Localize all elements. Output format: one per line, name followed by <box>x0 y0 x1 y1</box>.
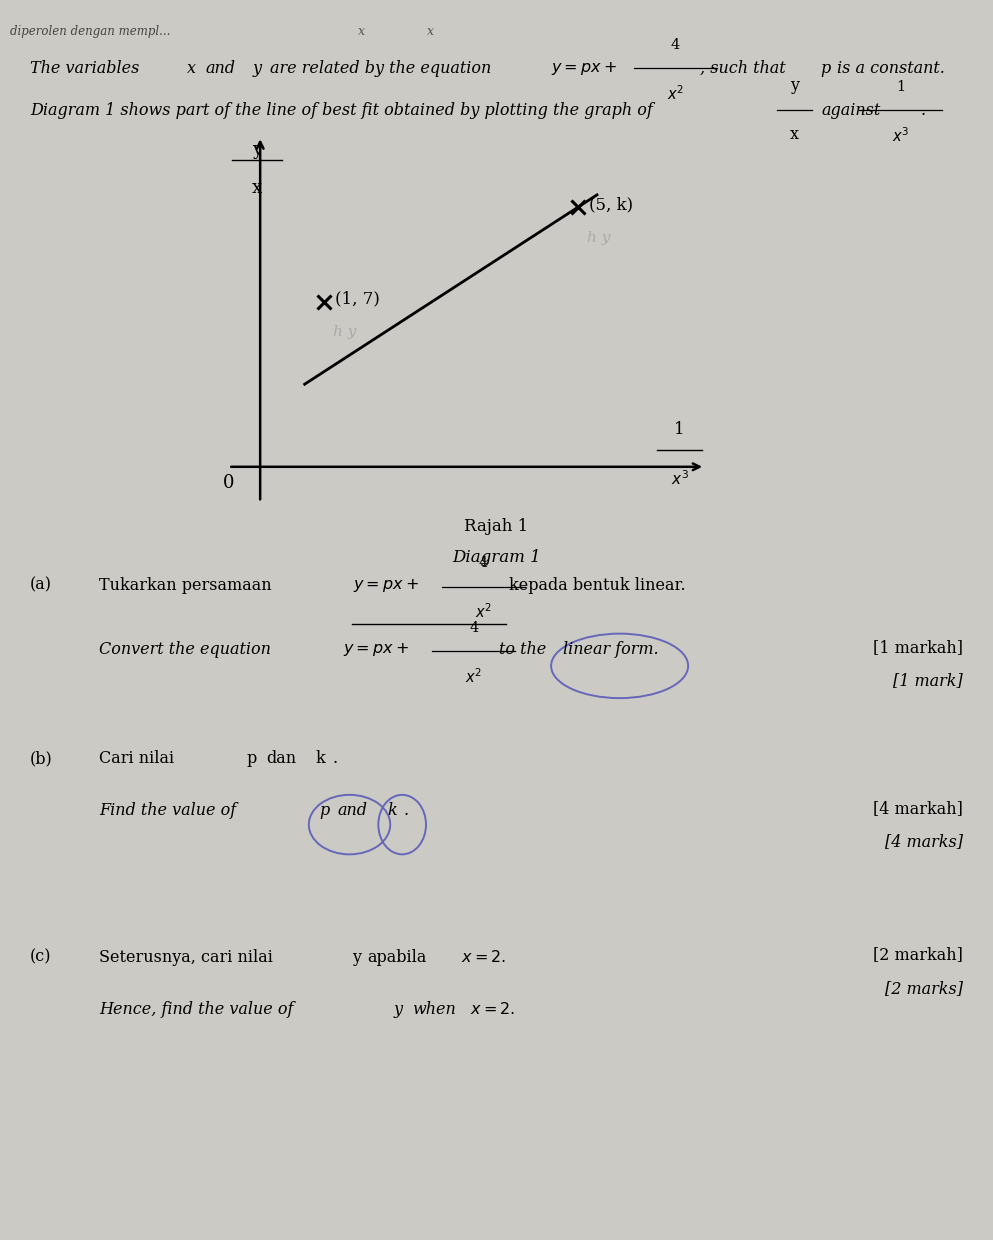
Text: x: x <box>789 126 799 144</box>
Text: Diagram 1 shows part of the line of best fit obtained by plotting the graph of: Diagram 1 shows part of the line of best… <box>30 102 652 119</box>
Text: $x^2$: $x^2$ <box>666 84 684 103</box>
Text: (a): (a) <box>30 577 52 594</box>
Text: diperolen dengan mempl...: diperolen dengan mempl... <box>10 25 171 37</box>
Text: x: x <box>427 25 434 37</box>
Text: Cari nilai: Cari nilai <box>99 750 175 768</box>
Text: [1 markah]: [1 markah] <box>873 639 963 656</box>
Text: p: p <box>820 60 830 77</box>
Text: $x^3$: $x^3$ <box>892 126 910 145</box>
Text: is a constant.: is a constant. <box>837 60 945 77</box>
Text: and: and <box>206 60 235 77</box>
Text: [4 marks]: [4 marks] <box>885 833 963 851</box>
Text: 1: 1 <box>896 81 906 94</box>
Text: and: and <box>338 802 367 820</box>
Text: (c): (c) <box>30 949 52 966</box>
Text: Seterusnya, cari nilai: Seterusnya, cari nilai <box>99 949 273 966</box>
Text: [1 mark]: [1 mark] <box>894 672 963 689</box>
Text: 4: 4 <box>670 38 680 52</box>
Text: $y = px +$: $y = px +$ <box>551 60 617 77</box>
Text: $y = px +$: $y = px +$ <box>353 577 418 594</box>
Text: $y = px +$: $y = px +$ <box>343 641 408 658</box>
Text: y: y <box>789 77 799 94</box>
Text: are related by the equation: are related by the equation <box>270 60 492 77</box>
Text: apabila: apabila <box>367 949 427 966</box>
Text: 4: 4 <box>479 557 489 570</box>
Text: $x^2$: $x^2$ <box>465 667 483 686</box>
Text: against: against <box>821 102 881 119</box>
Text: p: p <box>246 750 256 768</box>
Text: x: x <box>357 25 364 37</box>
Text: [2 markah]: [2 markah] <box>873 946 963 963</box>
Text: .: . <box>403 802 408 820</box>
Text: dan: dan <box>266 750 296 768</box>
Text: p: p <box>320 802 330 820</box>
Text: y: y <box>252 60 261 77</box>
Text: Diagram 1: Diagram 1 <box>452 549 541 567</box>
Text: Hence, find the value of: Hence, find the value of <box>99 1001 294 1018</box>
Text: Tukarkan persamaan: Tukarkan persamaan <box>99 577 272 594</box>
Text: Rajah 1: Rajah 1 <box>465 518 528 536</box>
Text: linear form.: linear form. <box>563 641 658 658</box>
Text: $x = 2.$: $x = 2.$ <box>461 949 505 966</box>
Text: .: . <box>333 750 338 768</box>
Text: (1, 7): (1, 7) <box>336 290 380 308</box>
Text: h y: h y <box>334 325 356 340</box>
Text: (5, k): (5, k) <box>590 196 634 213</box>
Text: k: k <box>316 750 326 768</box>
Text: 0: 0 <box>223 474 234 492</box>
Text: h y: h y <box>588 231 611 244</box>
Text: Find the value of: Find the value of <box>99 802 236 820</box>
Text: 4: 4 <box>469 621 479 635</box>
Text: (b): (b) <box>30 750 53 768</box>
Text: y: y <box>252 141 262 159</box>
Text: [2 marks]: [2 marks] <box>885 980 963 997</box>
Text: The variables: The variables <box>30 60 139 77</box>
Text: , such that: , such that <box>700 60 785 77</box>
Text: 1: 1 <box>674 422 685 439</box>
Text: when: when <box>412 1001 456 1018</box>
Text: $x = 2.$: $x = 2.$ <box>470 1001 514 1018</box>
Text: $x^3$: $x^3$ <box>670 469 688 487</box>
Text: .: . <box>921 102 925 119</box>
Text: y: y <box>353 949 361 966</box>
Text: $x^2$: $x^2$ <box>475 603 493 621</box>
Text: x: x <box>187 60 196 77</box>
Text: k: k <box>387 802 397 820</box>
Text: kepada bentuk linear.: kepada bentuk linear. <box>509 577 686 594</box>
Text: x: x <box>252 179 262 197</box>
Text: y: y <box>393 1001 402 1018</box>
Text: Convert the equation: Convert the equation <box>99 641 271 658</box>
Text: [4 markah]: [4 markah] <box>873 800 963 817</box>
Text: to the: to the <box>499 641 547 658</box>
